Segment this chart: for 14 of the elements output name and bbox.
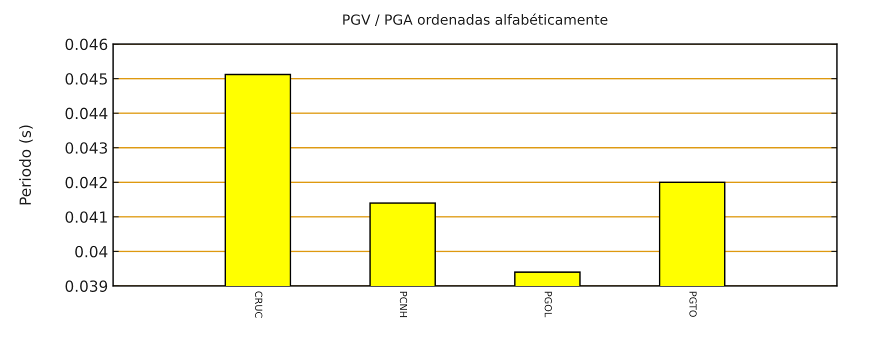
y-tick-label: 0.044 bbox=[66, 108, 108, 120]
y-tick-label: 0.046 bbox=[66, 38, 108, 50]
x-tick-label: PCNH bbox=[400, 292, 408, 318]
y-axis-title: Periodo (s) bbox=[19, 125, 33, 204]
x-tick-label: CRUC bbox=[255, 291, 262, 318]
y-tick-label: 0.039 bbox=[66, 280, 108, 292]
chart-title: PGV / PGA ordenadas alfabéticamente bbox=[343, 14, 608, 26]
x-tick-label: PGOL bbox=[544, 292, 552, 318]
y-tick-label: 0.043 bbox=[66, 142, 108, 154]
x-tick-label: PGTO bbox=[689, 292, 697, 317]
y-tick-label: 0.042 bbox=[66, 176, 107, 188]
y-tick-label: 0.041 bbox=[66, 211, 107, 223]
y-tick-label: 0.045 bbox=[66, 73, 107, 85]
y-tick-label: 0.04 bbox=[75, 246, 108, 258]
